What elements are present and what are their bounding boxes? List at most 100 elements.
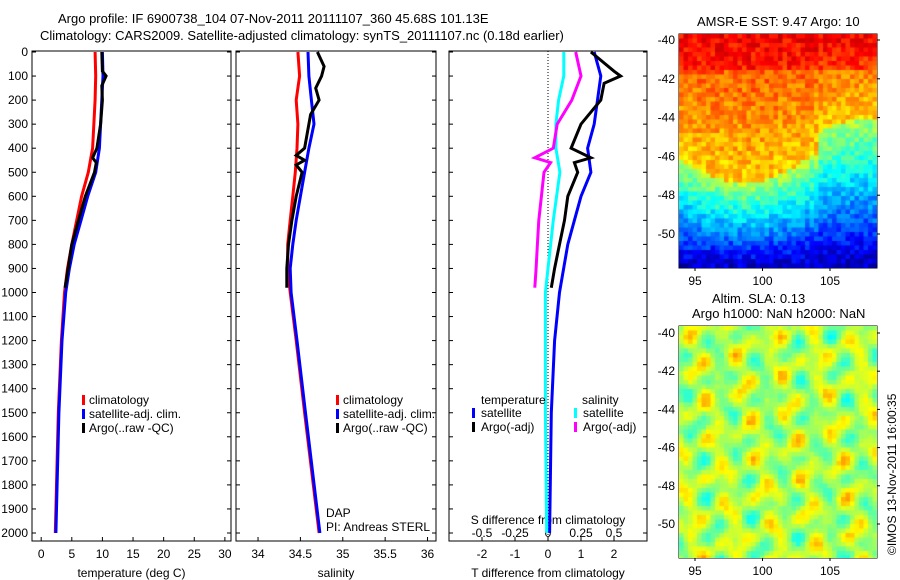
series-line-climatology	[53, 51, 98, 534]
legend-label: satellite-adj. clim.	[89, 407, 181, 421]
legend-label: satellite	[481, 406, 522, 420]
legend-label: climatology	[343, 393, 403, 407]
depth-tick-label: 1800	[1, 478, 28, 492]
sla-map-title: Altim. SLA: 0.13	[712, 291, 806, 306]
s-tick-label: 0	[545, 526, 552, 540]
x-tick-label: 36	[421, 547, 435, 561]
legend-label: Argo(..raw -QC)	[343, 421, 428, 435]
x-tick-label: 10	[96, 547, 110, 561]
legend-swatch	[82, 423, 85, 433]
depth-tick-label: 1300	[1, 358, 28, 372]
lat-tick-label: -46	[658, 149, 676, 163]
legend-swatch	[336, 423, 339, 433]
legend-swatch	[472, 408, 475, 418]
legend-swatch	[472, 422, 475, 432]
legend-swatch	[574, 422, 577, 432]
s-tick-label: -0.5	[472, 526, 493, 540]
lat-tick-label: -46	[658, 441, 676, 455]
s-tick-label: 0.25	[569, 526, 593, 540]
depth-tick-label: 1200	[1, 334, 28, 348]
annotation: PI: Andreas STERL	[326, 520, 430, 534]
depth-tick-label: 1500	[1, 406, 28, 420]
x-tick-label: 5	[68, 547, 75, 561]
sst-map-title: AMSR-E SST: 9.47 Argo: 10	[697, 14, 860, 29]
legend-label: satellite-adj. clim.	[343, 407, 435, 421]
lat-tick-label: -40	[658, 33, 676, 47]
depth-tick-label: 400	[8, 141, 28, 155]
sla-map	[679, 326, 877, 558]
legend-swatch	[336, 409, 339, 419]
title-line-1: Argo profile: IF 6900738_104 07-Nov-2011…	[58, 11, 489, 26]
legend-swatch	[574, 408, 577, 418]
lat-tick-label: -50	[658, 227, 676, 241]
legend-label: climatology	[89, 393, 149, 407]
x-tick-label: 35.5	[373, 547, 397, 561]
x-tick-label: 0	[38, 547, 45, 561]
lat-tick-label: -48	[658, 479, 676, 493]
series-line-satellite-adj-clim-	[54, 51, 105, 534]
x-tick-label: 0	[545, 547, 552, 561]
legend-header-temperature: temperature	[481, 393, 546, 407]
legend-swatch	[82, 409, 85, 419]
legend-header-salinity: salinity	[582, 393, 619, 407]
sla-map-subtitle: Argo h1000: NaN h2000: NaN	[692, 306, 866, 321]
series-line-s-satellite	[543, 52, 566, 534]
salinity-x-label: salinity	[318, 566, 355, 580]
difference-x-label: T difference from climatology	[471, 566, 625, 580]
depth-tick-label: 500	[8, 165, 28, 179]
legend-label: Argo(..raw -QC)	[89, 421, 174, 435]
x-tick-label: -2	[477, 547, 488, 561]
depth-tick-label: 2000	[1, 526, 28, 540]
x-tick-label: 20	[157, 547, 171, 561]
series-line-t-argo-adj-	[549, 50, 624, 288]
legend-label: satellite	[583, 406, 624, 420]
depth-tick-label: 600	[8, 189, 28, 203]
depth-tick-label: 1000	[1, 286, 28, 300]
depth-tick-label: 1400	[1, 382, 28, 396]
series-line-t-satellite	[548, 51, 603, 534]
lon-tick-label: 95	[688, 274, 702, 288]
s-tick-label: 0.5	[606, 526, 623, 540]
lat-tick-label: -44	[658, 402, 676, 416]
lat-tick-label: -44	[658, 111, 676, 125]
x-tick-label: 1	[578, 547, 585, 561]
legend-swatch	[82, 395, 85, 405]
title-line-2: Climatology: CARS2009. Satellite-adjuste…	[40, 28, 564, 43]
lon-tick-label: 105	[820, 564, 840, 578]
lat-tick-label: -50	[658, 517, 676, 531]
series-line-satellite-adj-clim-	[288, 51, 322, 534]
lon-tick-label: 100	[752, 564, 772, 578]
difference-axes-box	[448, 50, 648, 542]
depth-tick-label: 0	[21, 45, 28, 59]
depth-tick-label: 100	[8, 69, 28, 83]
depth-tick-label: 1600	[1, 430, 28, 444]
legend-label: Argo(-adj)	[583, 420, 636, 434]
temperature-x-label: temperature (deg C)	[77, 566, 185, 580]
depth-tick-label: 300	[8, 117, 28, 131]
x-tick-label: 30	[218, 547, 232, 561]
lon-tick-label: 105	[820, 274, 840, 288]
x-tick-label: 25	[188, 547, 202, 561]
credit-text: ©IMOS 13-Nov-2011 16:00:35	[885, 393, 899, 555]
lat-tick-label: -42	[658, 364, 676, 378]
depth-tick-label: 1700	[1, 454, 28, 468]
series-line-s-argo-adj-	[530, 51, 583, 288]
lat-tick-label: -48	[658, 188, 676, 202]
depth-tick-label: 900	[8, 261, 28, 275]
x-tick-label: 34.5	[289, 547, 313, 561]
depth-tick-label: 200	[8, 93, 28, 107]
salinity-axes-box	[235, 50, 437, 542]
temperature-axes-box	[31, 50, 232, 542]
series-line-argo-raw-qc-	[285, 51, 326, 288]
lat-tick-label: -40	[658, 326, 676, 340]
s-tick-label: -0.25	[501, 526, 529, 540]
x-tick-label: -1	[510, 547, 521, 561]
depth-tick-label: 1900	[1, 502, 28, 516]
depth-tick-label: 700	[8, 213, 28, 227]
lat-tick-label: -42	[658, 72, 676, 86]
lon-tick-label: 95	[688, 564, 702, 578]
x-tick-label: 15	[126, 547, 140, 561]
depth-tick-label: 1100	[2, 310, 28, 324]
legend-label: Argo(-adj)	[481, 420, 534, 434]
